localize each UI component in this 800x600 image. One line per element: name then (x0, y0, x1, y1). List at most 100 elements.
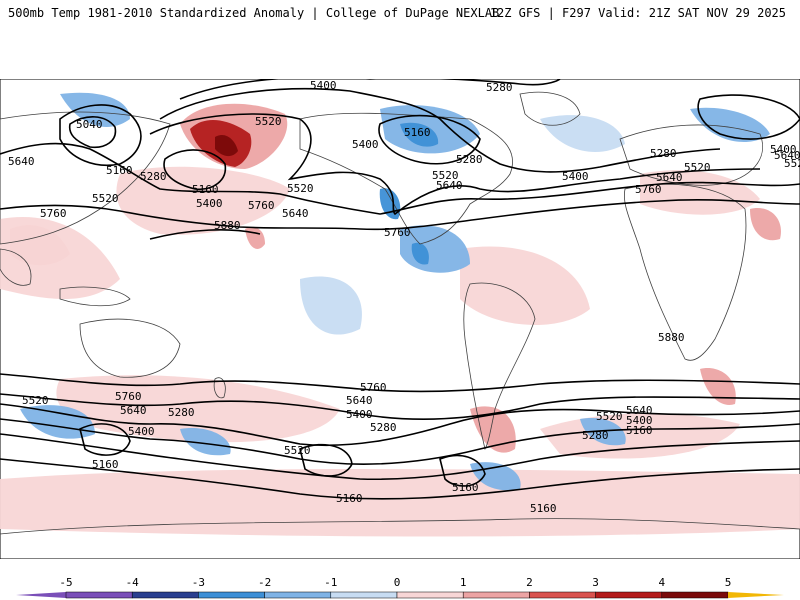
contour-label: 5160 (106, 164, 133, 177)
contour-label: 5760 (115, 390, 142, 403)
contour-5160-south (0, 458, 800, 500)
anomaly-arabia-positive (750, 208, 781, 241)
anomaly-sindian-negative (580, 418, 626, 446)
colorbar-tick-label: -1 (324, 576, 337, 589)
contour-label: 5760 (40, 207, 67, 220)
contour-label: 5640 (282, 207, 309, 220)
colorbar-swatch (131, 591, 199, 599)
contour-label: 5400 (346, 408, 373, 421)
contour-5520-north (149, 113, 761, 216)
colorbar-tick-label: -5 (59, 576, 72, 589)
anomaly-south-pacific-positive (56, 375, 341, 443)
anomaly-south-pacific-negative (20, 405, 95, 439)
contour-5400-south (0, 418, 800, 466)
contour-label: 5280 (582, 429, 609, 442)
contour-5160-north (59, 104, 142, 166)
contour-label: 5400 (196, 197, 223, 210)
contour-label: 5520 (596, 410, 623, 423)
contour-label: 5520 (92, 192, 119, 205)
colorbar-ticks: -5 -4 -3 -2 -1 0 1 2 3 4 5 (59, 576, 731, 589)
anomaly-argentina-positive (470, 406, 516, 453)
coast-antarctica (0, 518, 800, 535)
anomaly-scandinavia-positive (640, 170, 760, 215)
contour-label: 5400 (562, 170, 589, 183)
contour-label: 5640 (346, 394, 373, 407)
contour-label: 5400 (352, 138, 379, 151)
colorbar-tick-label: -3 (192, 576, 205, 589)
colorbar-swatch (529, 591, 596, 599)
contour-label: 5760 (384, 226, 411, 239)
contour-5760-south (0, 373, 800, 393)
contour-label: 5280 (486, 81, 513, 94)
coast-indonesia (59, 286, 131, 307)
contour-label: 5400 (770, 143, 797, 156)
coast-asia (0, 111, 171, 245)
contour-label: 5760 (360, 381, 387, 394)
contour-labels: 5280 5400 5280 5520 5040 5160 5640 5160 … (8, 79, 800, 515)
contour-5160-low-3 (439, 454, 486, 487)
anomaly-tropics-east-positive (460, 246, 590, 326)
colorbar-tick-label: 4 (658, 576, 665, 589)
coast-africa (623, 183, 747, 361)
contour-5280-alaska (163, 149, 227, 190)
contour-5760-north (0, 198, 800, 231)
contour-label: 5640 (120, 404, 147, 417)
contour-label: 5160 (452, 481, 479, 494)
colorbar-swatch (462, 591, 530, 599)
coast-australia (79, 318, 181, 378)
contour-label: 5880 (214, 219, 241, 232)
contour-5880-north (149, 229, 261, 240)
contour-5280-north (179, 79, 561, 100)
anomaly-canada-core (400, 122, 439, 147)
contour-5160-scandinavia (697, 94, 800, 140)
coast-south-america (463, 282, 536, 451)
anomaly-shading (0, 92, 800, 537)
height-contours (0, 79, 800, 500)
colorbar-tick-label: -4 (126, 576, 140, 589)
contour-label: 5640 (626, 404, 653, 417)
contour-5040-north (68, 116, 117, 149)
contour-label: 5760 (248, 199, 275, 212)
coast-new-zealand (213, 377, 226, 399)
colorbar-tick-label: -2 (258, 576, 271, 589)
colorbar-max-arrow (728, 592, 784, 598)
colorbar-tick-label: 1 (460, 576, 467, 589)
colorbar-swatch (595, 591, 663, 599)
contour-5640-north (0, 142, 800, 215)
colorbar-swatch (198, 591, 265, 599)
coast-greenland (519, 91, 581, 126)
coast-europe (619, 124, 763, 186)
contour-label: 5160 (92, 458, 119, 471)
map-title: 500mb Temp 1981-2010 Standardized Anomal… (8, 6, 500, 20)
contour-label: 5760 (635, 183, 662, 196)
anomaly-africa-south-positive (700, 368, 736, 405)
contour-label: 5280 (370, 421, 397, 434)
contour-label: 5040 (76, 118, 103, 131)
colorbar-swatch (330, 591, 398, 599)
contour-label: 5400 (310, 79, 337, 92)
anomaly-antarctic-positive (0, 469, 800, 537)
colorbar-min-arrow (16, 592, 66, 598)
colorbar-tick-label: 0 (394, 576, 401, 589)
anomaly-alaska-max (215, 134, 238, 157)
contour-5400-north (159, 88, 721, 173)
anomaly-caribbean-core (411, 242, 429, 265)
colorbar: -5 -4 -3 -2 -1 0 1 2 3 4 5 (16, 576, 784, 599)
coast-india (0, 248, 32, 286)
colorbar-tick-label: 3 (592, 576, 599, 589)
anomaly-asia-negative (60, 92, 130, 127)
model-run-info: 12Z GFS | F297 Valid: 21Z SAT NOV 29 202… (489, 6, 786, 20)
contour-label: 5160 (404, 126, 431, 139)
contour-label: 5280 (650, 147, 677, 160)
contour-label: 5160 (530, 502, 557, 515)
contour-label: 5880 (658, 331, 685, 344)
contour-5160-low-2 (299, 443, 353, 477)
contour-label: 5640 (656, 171, 683, 184)
colorbar-swatches (16, 591, 784, 599)
anomaly-central-pacific-negative (300, 276, 362, 335)
contour-label: 5520 (22, 394, 49, 407)
anomaly-southern-ocean-negative (180, 428, 231, 456)
contour-label: 5520 (255, 115, 282, 128)
anomaly-tropics-west-positive (0, 217, 120, 299)
colorbar-swatch (661, 591, 729, 599)
